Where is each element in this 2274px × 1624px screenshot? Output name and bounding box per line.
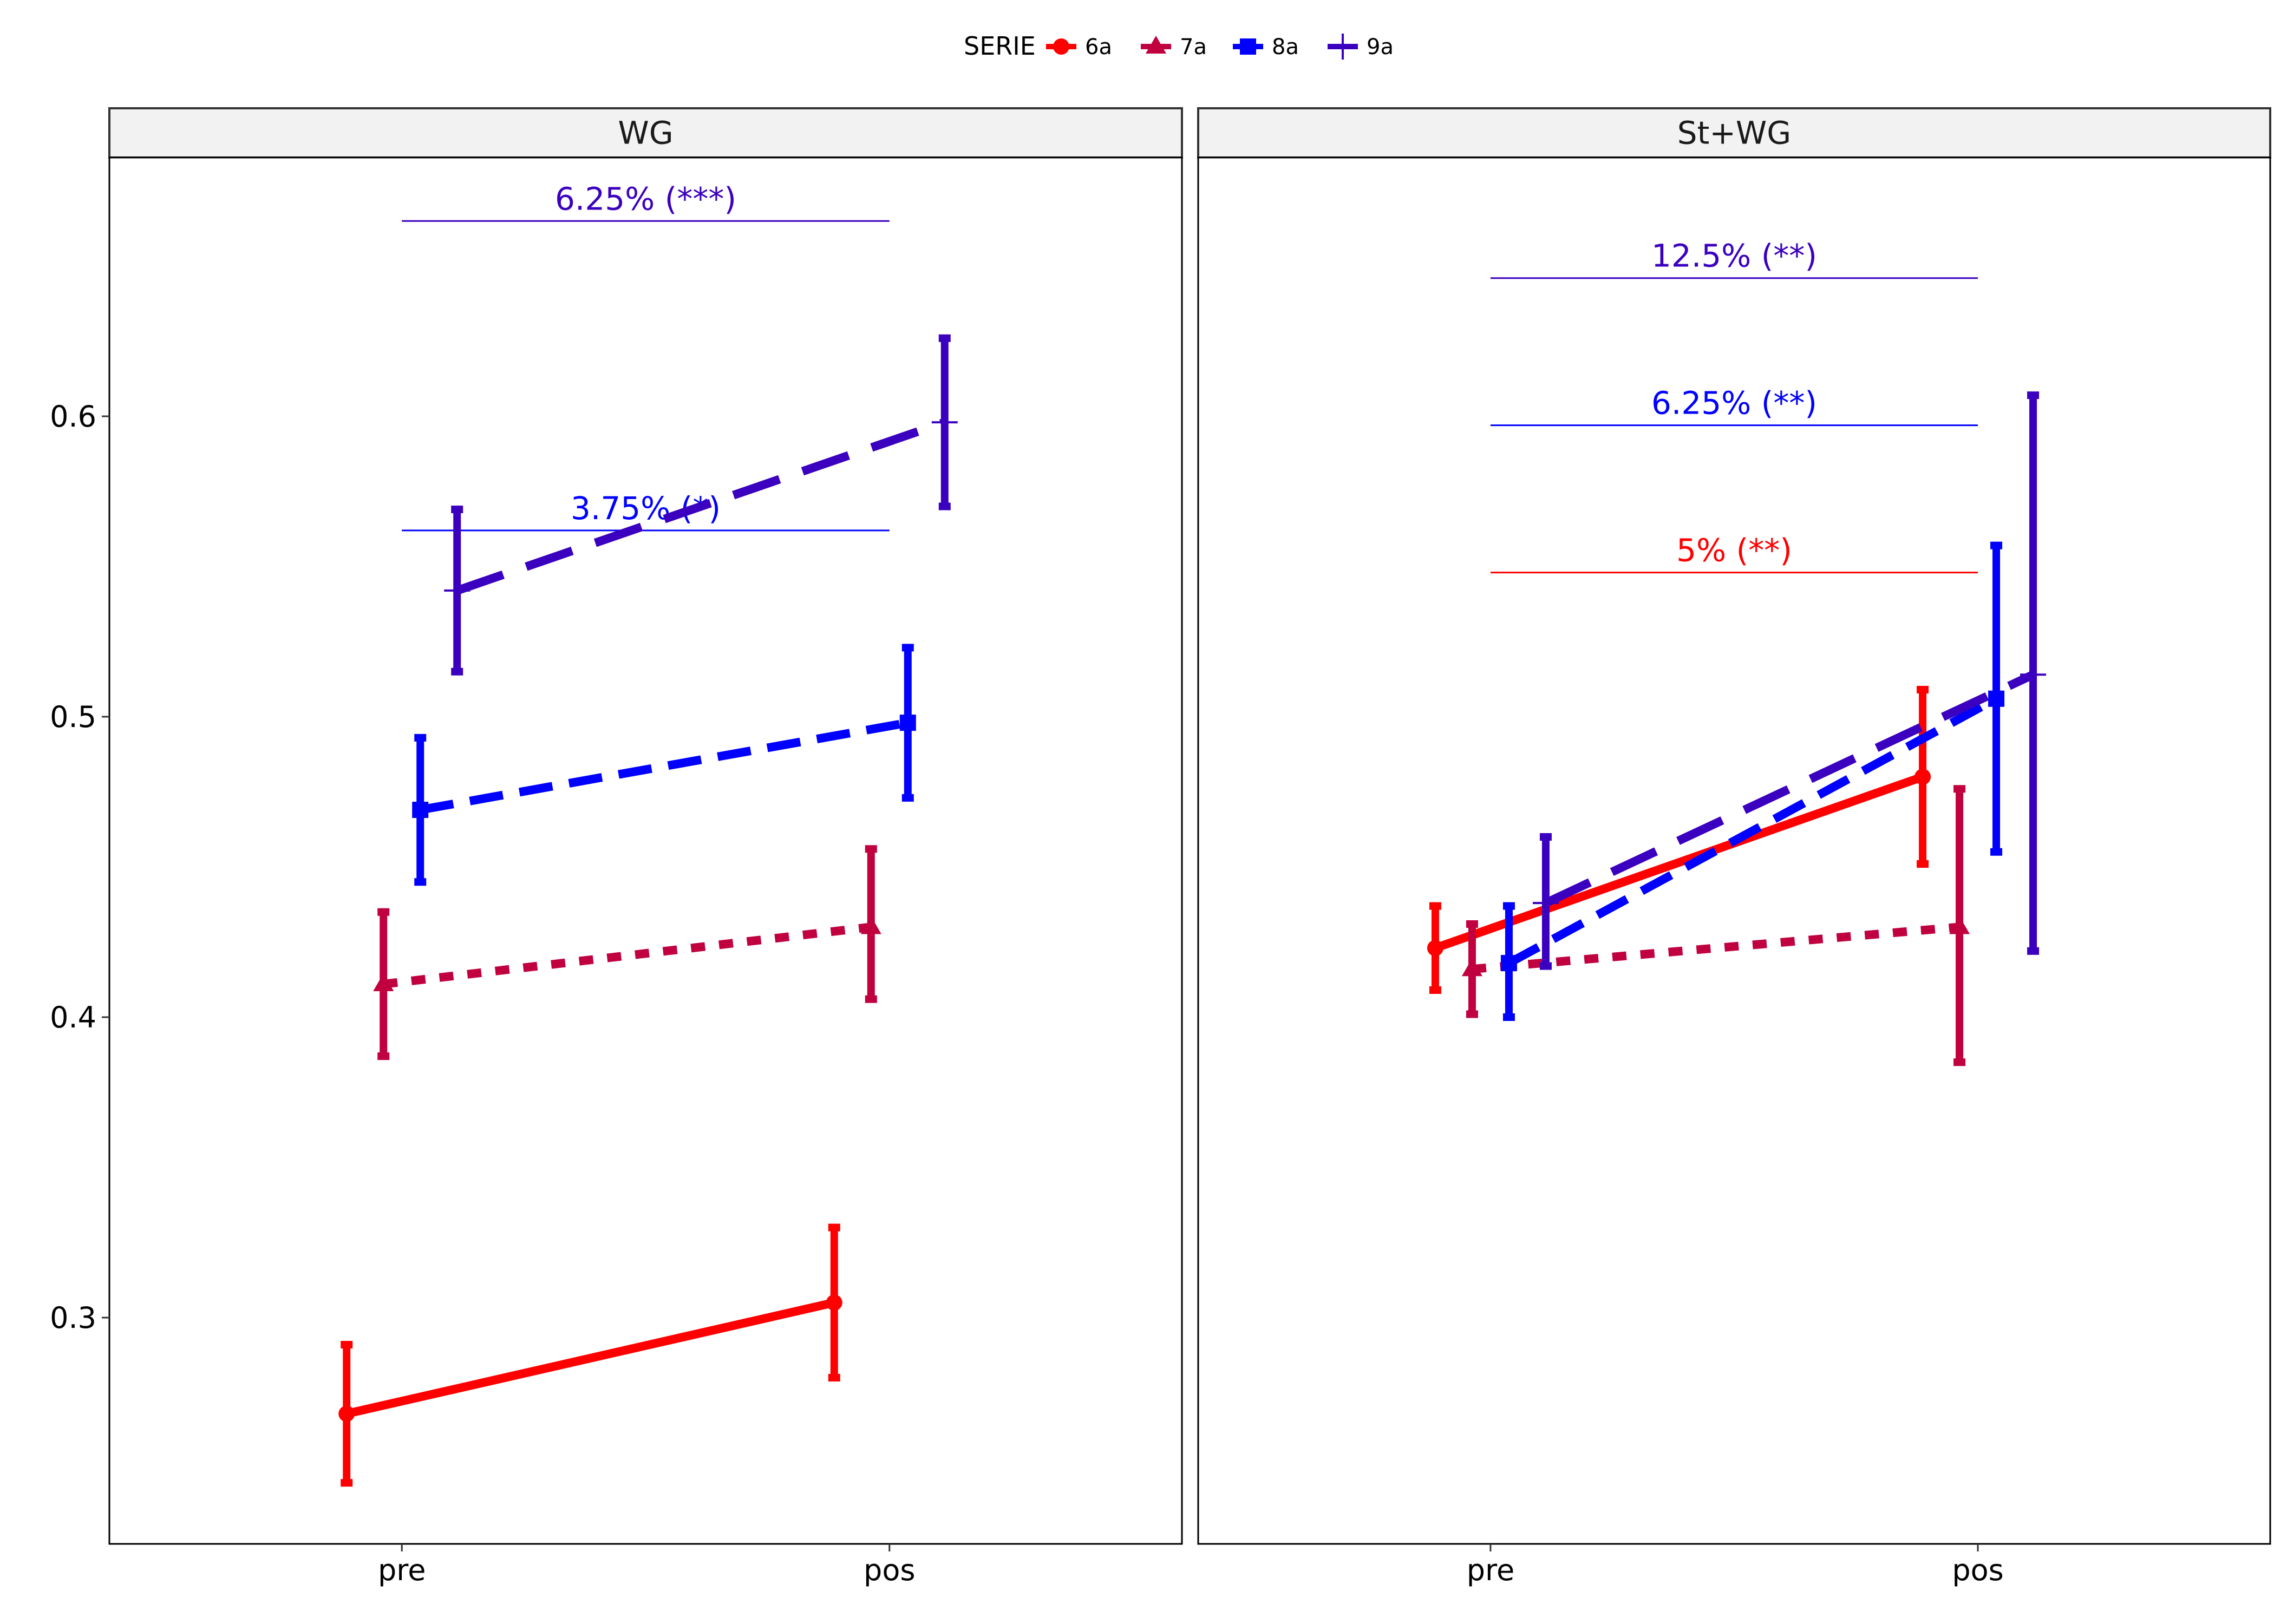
data-point <box>338 1405 355 1422</box>
series-7a <box>373 845 881 1060</box>
legend-key-marker <box>1053 38 1069 55</box>
significance-annotation: 6.25% (**) <box>1490 385 1978 427</box>
annotation-label: 6.25% (***) <box>555 180 736 217</box>
panel-st-wg: St+WG pre pos 12.5% (**) 6.25% (**) 5% (**) <box>1197 107 2271 1587</box>
data-point <box>373 973 394 991</box>
legend-title: SERIE <box>964 31 1036 61</box>
strip-label: St+WG <box>1677 115 1791 152</box>
series-line <box>455 418 946 595</box>
data-point <box>412 802 429 818</box>
series-9a <box>444 334 958 676</box>
data-point <box>1427 940 1443 957</box>
strip-label: WG <box>618 115 673 152</box>
y-tick-label: 0.6 <box>50 400 96 434</box>
data-point <box>860 916 881 934</box>
data-point <box>1988 690 2005 707</box>
data-point <box>1914 769 1931 785</box>
y-tick-label: 0.5 <box>50 700 96 734</box>
significance-annotation: 6.25% (***) <box>402 180 890 222</box>
annotation-label: 12.5% (**) <box>1651 238 1817 274</box>
data-point <box>1532 890 1559 916</box>
legend-item-7a: 7a <box>1141 35 1207 60</box>
legend-label: 9a <box>1367 35 1394 60</box>
strip-background <box>108 107 1183 159</box>
series-6a <box>1427 686 1931 994</box>
series-line <box>1472 922 1960 974</box>
series-9a <box>1532 391 2047 970</box>
series-8a <box>1500 541 2005 1021</box>
legend-label: 8a <box>1272 35 1299 60</box>
data-point <box>931 409 958 436</box>
data-point <box>1949 916 1970 934</box>
legend-item-9a: 9a <box>1328 34 1394 60</box>
legend-label: 7a <box>1180 35 1207 60</box>
legend-item-6a: 6a <box>1046 35 1112 60</box>
y-tick-label: 0.4 <box>50 1000 96 1034</box>
data-point <box>899 715 916 731</box>
series-line <box>345 1298 835 1418</box>
plot-frame <box>1197 156 2271 1545</box>
data-point <box>1461 958 1482 977</box>
series-6a <box>338 1223 842 1487</box>
significance-annotation: 12.5% (**) <box>1490 238 1978 279</box>
series-line <box>419 718 909 814</box>
legend-key-marker <box>1240 38 1256 55</box>
x-tick-label: pre <box>1467 1553 1515 1587</box>
series-7a <box>1461 785 1970 1066</box>
legend: SERIE 6a 7a 8a 9a <box>964 31 1394 61</box>
series-line <box>1544 671 2035 907</box>
legend-key-marker <box>1146 36 1166 54</box>
strip-background <box>1197 107 2271 159</box>
legend-key-marker <box>1330 34 1356 60</box>
y-tick-label: 0.3 <box>50 1301 96 1335</box>
data-point <box>1500 955 1517 972</box>
plot-frame <box>108 156 1183 1545</box>
legend-label: 6a <box>1085 35 1112 60</box>
series-8a <box>412 644 916 886</box>
data-point <box>2020 662 2047 688</box>
x-tick-label: pos <box>864 1553 915 1587</box>
series-line <box>1434 772 1924 952</box>
x-tick-label: pos <box>1952 1553 2003 1587</box>
annotation-label: 5% (**) <box>1676 532 1792 569</box>
x-tick-label: pre <box>378 1553 426 1587</box>
data-point <box>444 577 471 604</box>
significance-annotation: 5% (**) <box>1490 532 1978 574</box>
legend-item-8a: 8a <box>1233 35 1299 60</box>
annotation-label: 6.25% (**) <box>1651 385 1817 422</box>
data-point <box>826 1294 842 1311</box>
series-line <box>1507 695 1998 967</box>
